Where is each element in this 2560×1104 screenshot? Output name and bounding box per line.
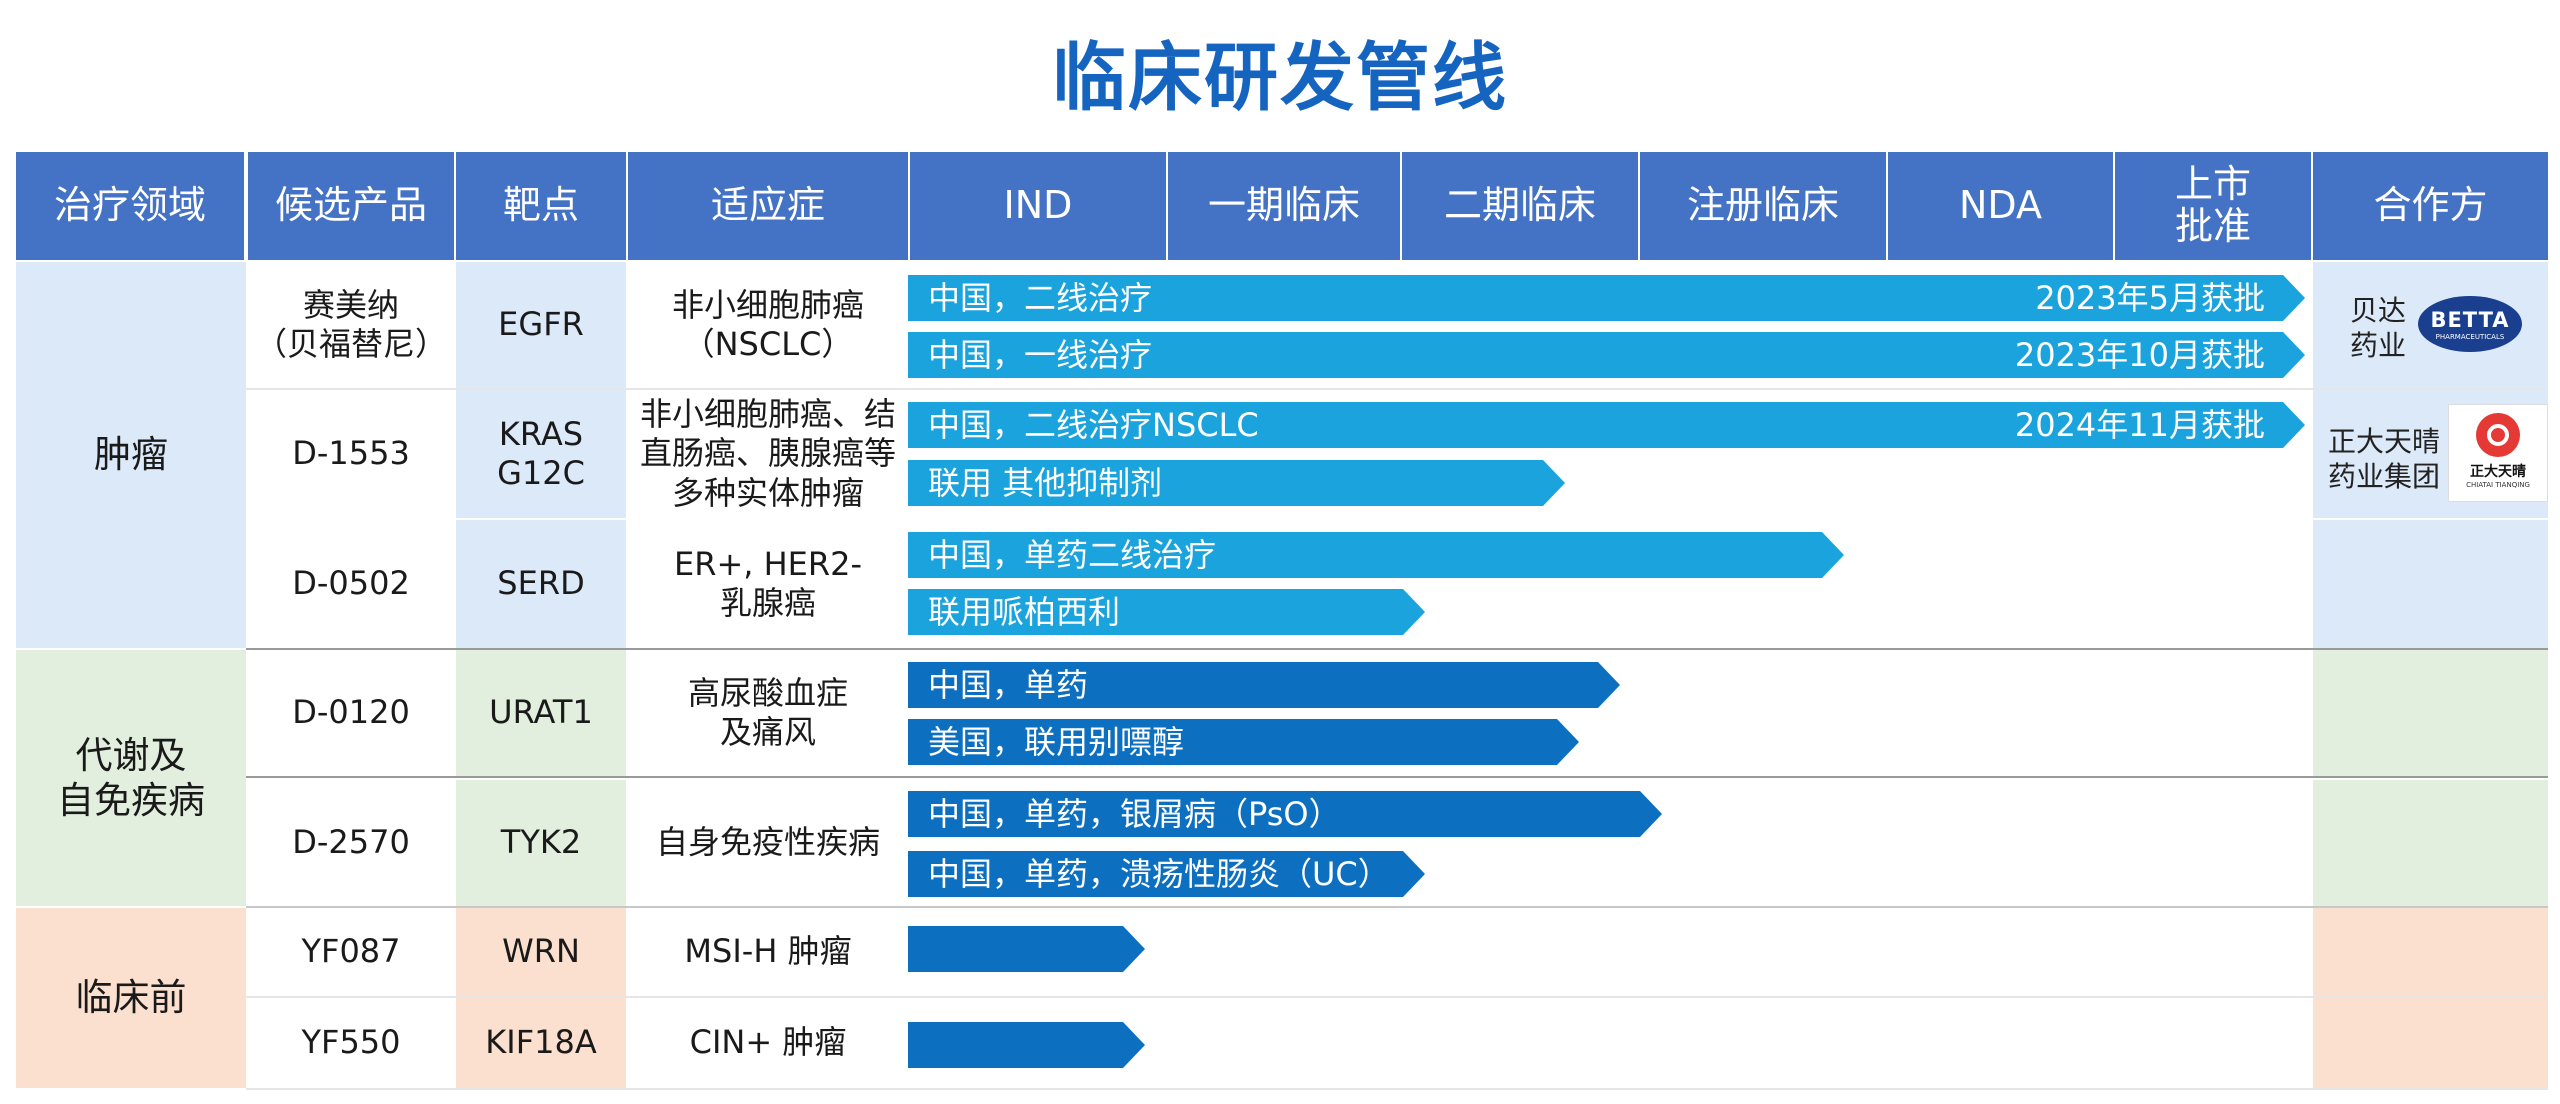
header-indication: 适应症: [628, 152, 908, 260]
header-product: 候选产品: [248, 152, 454, 260]
row-divider: [246, 648, 2548, 650]
arrow-label: 联用哌柏西利: [928, 593, 1121, 631]
row-divider: [246, 906, 2548, 908]
header-partner: 合作方: [2313, 152, 2548, 260]
indication-cell: 高尿酸血症 及痛风: [628, 650, 908, 776]
header-nda: NDA: [1888, 152, 2113, 260]
target-cell: KRAS G12C: [456, 390, 626, 518]
target-cell: TYK2: [456, 780, 626, 906]
indication-cell: 非小细胞肺癌、结 直肠癌、胰腺癌等 多种实体肿瘤: [628, 390, 908, 518]
pipeline-arrow: 美国，联用别嘌醇: [908, 719, 1579, 765]
pipeline-arrow: [908, 1022, 1145, 1068]
candidate-product-cell: YF550: [248, 998, 454, 1088]
indication-cell: 非小细胞肺癌 （NSCLC）: [628, 262, 908, 388]
partner-cell: [2313, 908, 2548, 996]
header-area: 治疗领域: [16, 152, 244, 260]
target-cell: SERD: [456, 520, 626, 648]
row-divider: [246, 388, 2548, 390]
candidate-product-cell: D-1553: [248, 390, 454, 518]
approval-note: 2024年11月获批: [2014, 406, 2265, 444]
candidate-product-cell: D-0502: [248, 520, 454, 648]
logo-subtext: CHIATAI TIANQING: [2466, 481, 2530, 489]
target-cell: EGFR: [456, 262, 626, 388]
partner-name: 贝达 药业: [2350, 294, 2407, 362]
target-cell: WRN: [456, 908, 626, 996]
pipeline-arrow: 中国，二线治疗 2023年5月获批: [908, 275, 2305, 321]
target-cell: URAT1: [456, 650, 626, 776]
arrow-label: 中国，二线治疗: [928, 279, 1153, 317]
header-ind: IND: [910, 152, 1166, 260]
pipeline-arrow: 联用 其他抑制剂: [908, 460, 1565, 506]
arrow-label: 美国，联用别嘌醇: [928, 723, 1185, 761]
arrow-label: 中国，单药，溃疡性肠炎（UC）: [928, 855, 1390, 893]
indication-cell: MSI-H 肿瘤: [628, 908, 908, 996]
logo-subtext: PHARMACEUTICALS: [2435, 332, 2505, 341]
pipeline-arrow: 中国，单药: [908, 662, 1620, 708]
indication-cell: CIN+ 肿瘤: [628, 998, 908, 1088]
logo-mark-icon: [2476, 413, 2520, 457]
candidate-product-cell: YF087: [248, 908, 454, 996]
header-approval: 上市 批准: [2115, 152, 2311, 260]
indication-cell: 自身免疫性疾病: [628, 780, 908, 906]
partner-cell: [2313, 998, 2548, 1088]
pipeline-arrow: 中国，单药，银屑病（PsO）: [908, 791, 1662, 837]
arrow-label: 中国，单药，银屑病（PsO）: [928, 795, 1341, 833]
therapeutic-area-cell: 临床前: [16, 908, 246, 1088]
betta-logo: BETTA PHARMACEUTICALS: [2418, 296, 2522, 352]
pipeline-arrow: 中国，单药，溃疡性肠炎（UC）: [908, 851, 1425, 897]
chiatai-tianqing-logo: 正大天晴 CHIATAI TIANQING: [2448, 404, 2548, 502]
partner-cell: [2313, 520, 2548, 648]
partner-cell: [2313, 650, 2548, 776]
candidate-product-cell: 赛美纳 （贝福替尼）: [248, 262, 454, 388]
partner-cell: [2313, 780, 2548, 906]
pipeline-arrow: 联用哌柏西利: [908, 589, 1425, 635]
row-divider: [246, 1088, 2548, 1090]
therapeutic-area-cell: 肿瘤: [16, 262, 246, 648]
pipeline-arrow: 中国，一线治疗 2023年10月获批: [908, 332, 2305, 378]
header-phase1: 一期临床: [1168, 152, 1400, 260]
pipeline-arrow: 中国，单药二线治疗: [908, 532, 1844, 578]
approval-note: 2023年5月获批: [2035, 279, 2265, 317]
row-divider: [246, 996, 2548, 998]
header-phase2: 二期临床: [1402, 152, 1638, 260]
logo-text: BETTA: [2430, 307, 2510, 332]
approval-note: 2023年10月获批: [2014, 336, 2265, 374]
header-target: 靶点: [456, 152, 626, 260]
arrow-label: 联用 其他抑制剂: [928, 464, 1163, 502]
candidate-product-cell: D-0120: [248, 650, 454, 776]
pipeline-arrow: [908, 926, 1145, 972]
indication-cell: ER+, HER2- 乳腺癌: [628, 520, 908, 648]
arrow-label: 中国，单药二线治疗: [928, 536, 1217, 574]
arrow-label: 中国，单药: [928, 666, 1089, 704]
target-cell: KIF18A: [456, 998, 626, 1088]
therapeutic-area-cell: 代谢及 自免疾病: [16, 650, 246, 906]
page-title: 临床研发管线: [1052, 35, 1508, 121]
header-registration: 注册临床: [1640, 152, 1886, 260]
arrow-label: 中国，二线治疗NSCLC: [928, 406, 1259, 444]
arrow-label: 中国，一线治疗: [928, 336, 1153, 374]
row-divider: [246, 776, 2548, 778]
candidate-product-cell: D-2570: [248, 780, 454, 906]
partner-name: 正大天晴 药业集团: [2328, 425, 2441, 493]
logo-text: 正大天晴: [2470, 464, 2526, 480]
pipeline-arrow: 中国，二线治疗NSCLC 2024年11月获批: [908, 402, 2305, 448]
